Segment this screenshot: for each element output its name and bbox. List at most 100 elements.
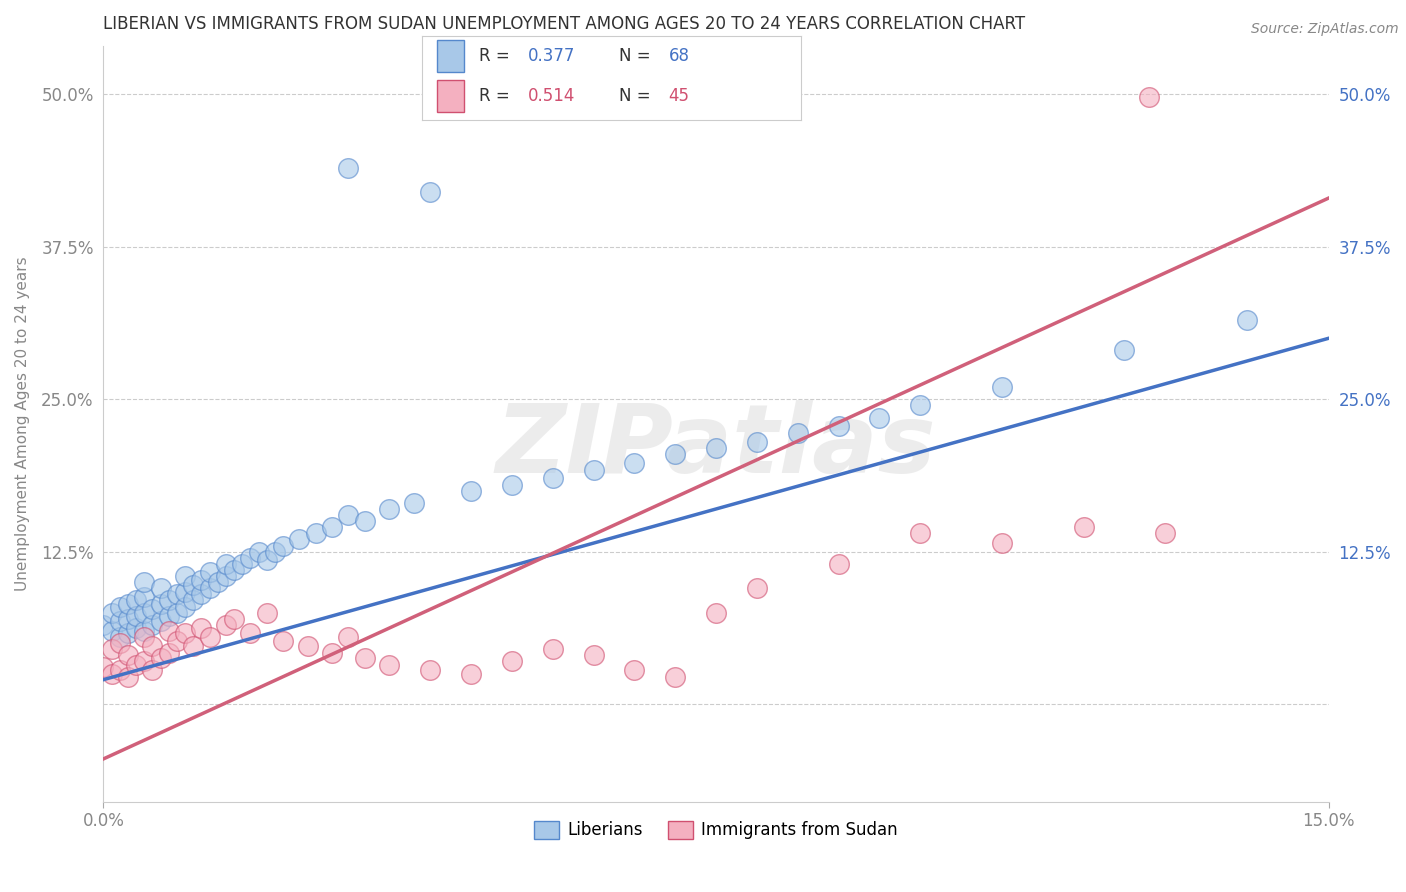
Point	[157, 646, 180, 660]
Point	[181, 577, 204, 591]
Point	[181, 639, 204, 653]
Point	[157, 624, 180, 638]
Point	[149, 614, 172, 628]
Point	[704, 441, 727, 455]
Point	[100, 666, 122, 681]
Point	[541, 471, 564, 485]
Text: 0.377: 0.377	[529, 47, 575, 65]
Point	[134, 630, 156, 644]
Point	[1137, 90, 1160, 104]
Point	[231, 557, 253, 571]
Point	[582, 463, 605, 477]
Point	[117, 626, 139, 640]
Point	[827, 557, 849, 571]
Point	[460, 666, 482, 681]
Point	[93, 617, 115, 632]
Point	[337, 630, 360, 644]
Point	[134, 624, 156, 638]
Point	[256, 553, 278, 567]
Point	[1114, 343, 1136, 358]
Point	[207, 575, 229, 590]
Point	[157, 609, 180, 624]
Point	[321, 520, 343, 534]
Point	[541, 642, 564, 657]
Point	[664, 670, 686, 684]
Point	[108, 663, 131, 677]
Point	[868, 410, 890, 425]
Point	[297, 639, 319, 653]
Point	[134, 575, 156, 590]
Point	[419, 185, 441, 199]
Point	[288, 533, 311, 547]
Point	[786, 426, 808, 441]
Point	[141, 602, 163, 616]
Point	[460, 483, 482, 498]
FancyBboxPatch shape	[437, 79, 464, 112]
Text: R =: R =	[478, 47, 515, 65]
Text: 68: 68	[669, 47, 689, 65]
Point	[117, 670, 139, 684]
Point	[181, 593, 204, 607]
Point	[108, 614, 131, 628]
Point	[664, 447, 686, 461]
Text: 0.514: 0.514	[529, 87, 575, 105]
Point	[190, 573, 212, 587]
Point	[125, 593, 148, 607]
Point	[108, 636, 131, 650]
Point	[745, 581, 768, 595]
Point	[190, 622, 212, 636]
Point	[117, 597, 139, 611]
Point	[745, 434, 768, 449]
Text: LIBERIAN VS IMMIGRANTS FROM SUDAN UNEMPLOYMENT AMONG AGES 20 TO 24 YEARS CORRELA: LIBERIAN VS IMMIGRANTS FROM SUDAN UNEMPL…	[104, 15, 1025, 33]
Point	[141, 617, 163, 632]
Point	[991, 536, 1014, 550]
Point	[108, 630, 131, 644]
Point	[910, 526, 932, 541]
Point	[174, 626, 197, 640]
Point	[910, 398, 932, 412]
Point	[378, 658, 401, 673]
Point	[100, 606, 122, 620]
Point	[125, 658, 148, 673]
Point	[174, 569, 197, 583]
Point	[215, 617, 238, 632]
Text: Source: ZipAtlas.com: Source: ZipAtlas.com	[1251, 22, 1399, 37]
Point	[141, 663, 163, 677]
Point	[1154, 526, 1177, 541]
Point	[157, 593, 180, 607]
Point	[149, 597, 172, 611]
Point	[353, 514, 375, 528]
Point	[501, 654, 523, 668]
Point	[353, 650, 375, 665]
Text: 45: 45	[669, 87, 689, 105]
Y-axis label: Unemployment Among Ages 20 to 24 years: Unemployment Among Ages 20 to 24 years	[15, 256, 30, 591]
Point	[190, 587, 212, 601]
Point	[141, 639, 163, 653]
Point	[264, 544, 287, 558]
Point	[100, 624, 122, 638]
Point	[224, 563, 246, 577]
Point	[239, 550, 262, 565]
Text: N =: N =	[619, 87, 657, 105]
Point	[215, 569, 238, 583]
Point	[337, 508, 360, 522]
Point	[198, 630, 221, 644]
Point	[117, 648, 139, 663]
Point	[623, 663, 645, 677]
FancyBboxPatch shape	[437, 40, 464, 72]
Point	[1236, 313, 1258, 327]
Point	[108, 599, 131, 614]
Point	[174, 599, 197, 614]
Point	[198, 566, 221, 580]
Point	[271, 633, 294, 648]
Point	[149, 581, 172, 595]
Point	[224, 612, 246, 626]
Point	[271, 539, 294, 553]
Point	[134, 654, 156, 668]
Point	[256, 606, 278, 620]
Point	[134, 590, 156, 604]
Point	[704, 606, 727, 620]
Point	[305, 526, 328, 541]
Text: ZIPatlas: ZIPatlas	[496, 400, 936, 492]
Point	[582, 648, 605, 663]
